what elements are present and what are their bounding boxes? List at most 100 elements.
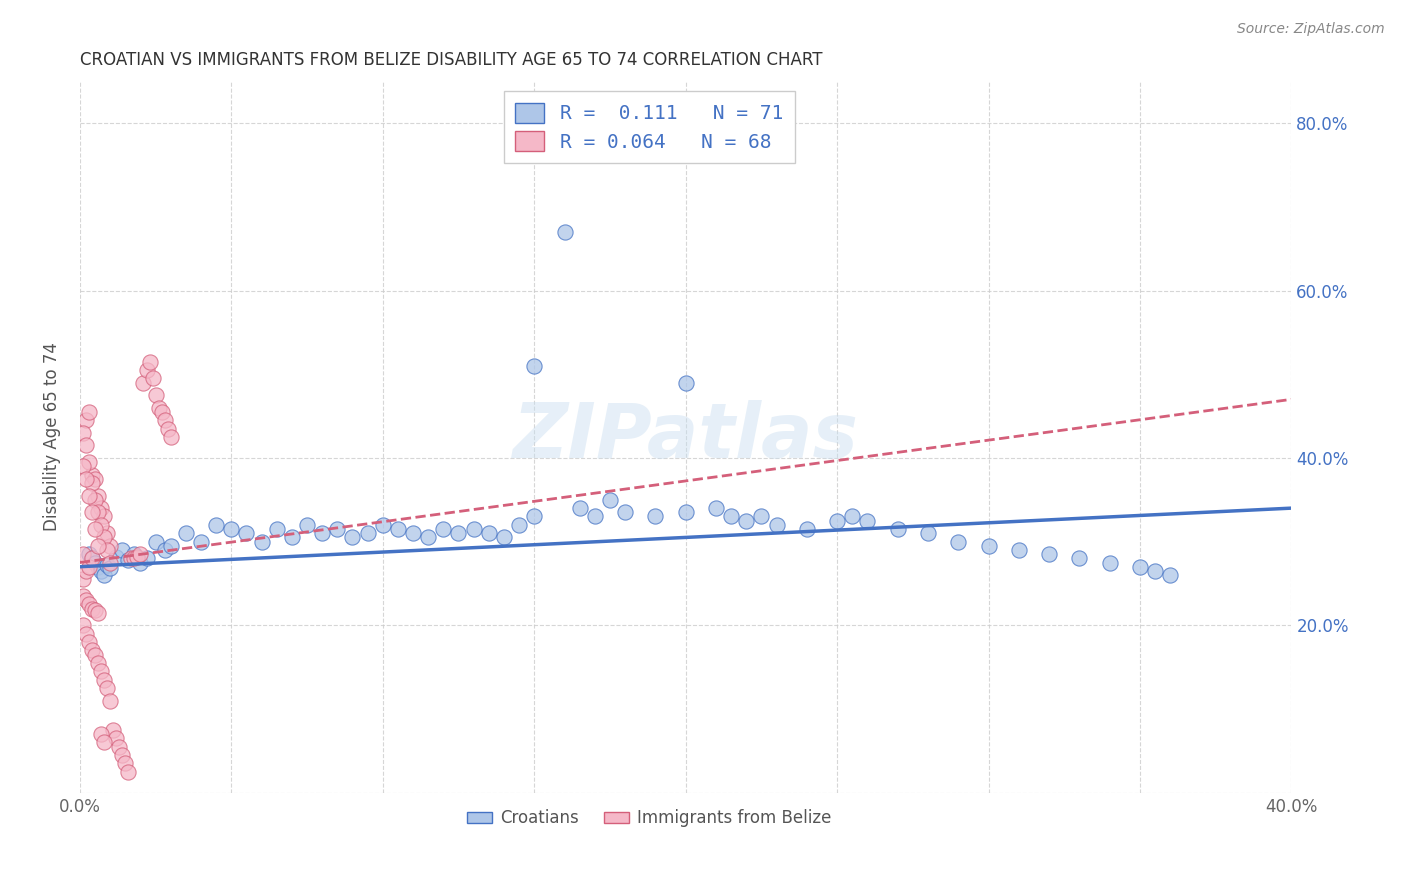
Point [523,509,546,524]
Point [735,514,758,528]
Point [90,665,112,679]
Point [447,526,470,541]
Point [96,526,118,541]
Point [75,626,97,640]
Point [675,505,697,519]
Point [77,635,100,649]
Point [72,618,94,632]
Point [98,556,121,570]
Point [568,501,591,516]
Point [977,539,1000,553]
Point [148,401,170,415]
Point [72,547,94,561]
Point [1144,564,1167,578]
Point [1129,559,1152,574]
Point [72,589,94,603]
Text: CROATIAN VS IMMIGRANTS FROM BELIZE DISABILITY AGE 65 TO 74 CORRELATION CHART: CROATIAN VS IMMIGRANTS FROM BELIZE DISAB… [80,51,823,69]
Point [75,472,97,486]
Point [72,425,94,440]
Point [1159,568,1181,582]
Point [84,648,107,662]
Point [75,438,97,452]
Point [523,359,546,373]
Point [135,363,157,377]
Point [356,526,378,541]
Point [538,133,561,147]
Point [311,526,333,541]
Point [87,505,110,519]
Point [599,492,621,507]
Point [1008,543,1031,558]
Point [72,459,94,474]
Point [159,539,181,553]
Point [174,526,197,541]
Point [84,492,107,507]
Point [796,522,818,536]
Point [105,731,128,746]
Point [75,564,97,578]
Point [342,530,364,544]
Point [87,606,110,620]
Point [129,547,152,561]
Legend: Croatians, Immigrants from Belize: Croatians, Immigrants from Belize [460,803,838,834]
Point [478,526,501,541]
Point [751,509,773,524]
Point [432,522,454,536]
Point [295,517,318,532]
Point [80,551,103,566]
Point [77,547,100,561]
Point [221,522,243,536]
Point [114,756,136,771]
Point [153,543,176,558]
Point [132,376,155,390]
Point [80,467,103,482]
Point [917,526,939,541]
Point [150,405,173,419]
Point [1038,547,1060,561]
Point [129,556,152,570]
Point [825,514,848,528]
Point [1098,556,1121,570]
Point [614,505,637,519]
Point [93,509,115,524]
Point [87,539,110,553]
Point [856,514,879,528]
Point [77,405,100,419]
Point [235,526,257,541]
Point [326,522,349,536]
Point [1069,551,1091,566]
Point [96,543,118,558]
Point [841,509,863,524]
Point [90,564,112,578]
Point [704,501,727,516]
Point [87,656,110,670]
Point [266,522,288,536]
Point [96,558,118,572]
Point [96,681,118,695]
Point [948,534,970,549]
Point [159,430,181,444]
Point [80,505,103,519]
Point [77,598,100,612]
Point [117,764,139,779]
Point [72,572,94,586]
Point [87,559,110,574]
Point [127,549,149,564]
Point [250,534,273,549]
Point [508,517,530,532]
Text: ZIPatlas: ZIPatlas [513,400,859,474]
Point [402,526,425,541]
Point [371,517,394,532]
Point [84,556,107,570]
Point [418,530,440,544]
Point [492,530,515,544]
Text: Source: ZipAtlas.com: Source: ZipAtlas.com [1237,22,1385,37]
Point [98,561,121,575]
Point [145,534,167,549]
Point [156,422,179,436]
Point [84,472,107,486]
Point [98,693,121,707]
Point [765,517,787,532]
Point [105,549,128,564]
Point [111,543,134,558]
